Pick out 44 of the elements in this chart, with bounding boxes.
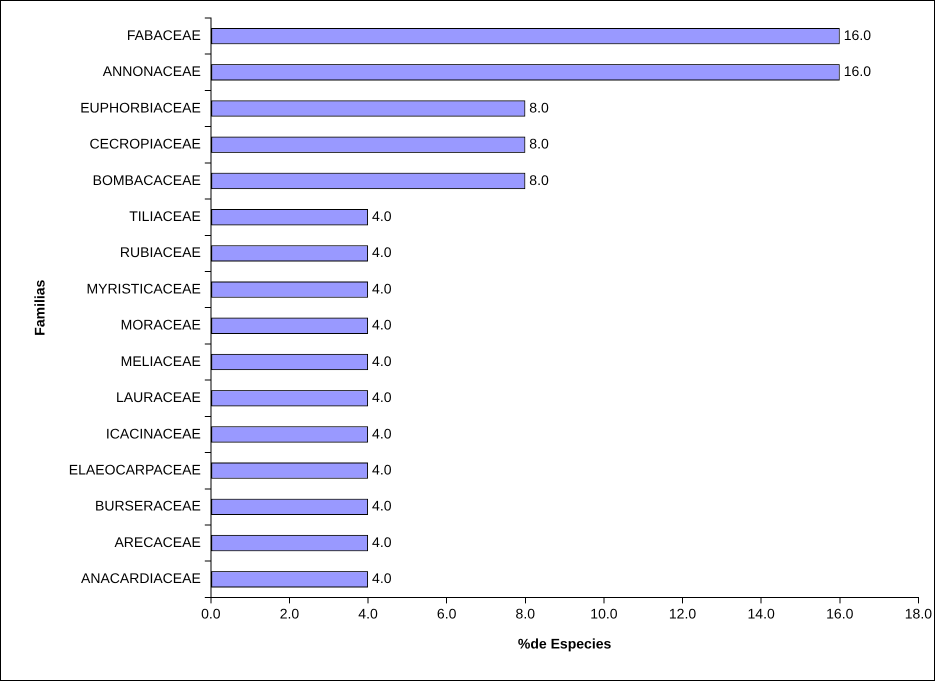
data-label: 4.0 <box>372 244 392 260</box>
y-tick-label: ANNONACEAE <box>102 63 201 80</box>
data-label: 4.0 <box>372 498 392 514</box>
y-tick-label: ANACARDIACEAE <box>80 570 201 586</box>
y-tick-label: ARECACEAE <box>114 534 201 550</box>
data-label: 4.0 <box>372 389 392 406</box>
y-tick-label: MORACEAE <box>120 316 201 333</box>
x-axis-title: %de Especies <box>518 635 612 652</box>
data-label: 4.0 <box>372 425 392 442</box>
x-tick-label: 12.0 <box>668 606 696 622</box>
y-tick-label: EUPHORBIACEAE <box>80 99 201 116</box>
x-tick-label: 6.0 <box>436 606 457 622</box>
x-tick-label: 2.0 <box>280 606 300 622</box>
y-tick-label: BOMBACACEAE <box>92 172 201 188</box>
x-tick-label: 18.0 <box>904 606 932 622</box>
y-tick-label: CECROPIACEAE <box>90 136 201 152</box>
data-label: 4.0 <box>372 316 392 333</box>
data-label: 4.0 <box>372 462 392 478</box>
y-tick-label: ELAEOCARPACEAE <box>68 462 201 478</box>
x-tick-label: 14.0 <box>748 606 775 622</box>
x-tick-label: 10.0 <box>590 606 618 622</box>
y-tick-label: ICACINACEAE <box>106 425 201 442</box>
x-tick-label: 4.0 <box>358 606 378 622</box>
y-tick-label: MELIACEAE <box>120 352 201 369</box>
x-tick-label: 0.0 <box>201 606 221 622</box>
data-label: 4.0 <box>372 208 392 224</box>
y-tick-label: MYRISTICACEAE <box>86 280 201 296</box>
data-label: 8.0 <box>529 172 549 188</box>
data-label: 4.0 <box>372 280 392 296</box>
y-tick-label: BURSERACEAE <box>94 498 201 514</box>
x-tick-label: 16.0 <box>826 606 854 622</box>
y-tick-label: TILIACEAE <box>129 208 201 224</box>
data-label: 8.0 <box>529 136 549 152</box>
data-label: 4.0 <box>372 352 392 369</box>
y-tick-label: LAURACEAE <box>116 389 201 406</box>
data-label: 4.0 <box>372 570 392 586</box>
data-label: 8.0 <box>529 99 549 116</box>
data-label: 16.0 <box>844 26 872 43</box>
data-label: 4.0 <box>372 534 392 550</box>
y-axis-title: Familias <box>31 279 48 336</box>
data-label: 16.0 <box>844 63 872 80</box>
x-tick-label: 8.0 <box>516 606 536 622</box>
y-tick-label: RUBIACEAE <box>120 244 201 260</box>
y-tick-label: FABACEAE <box>126 26 201 43</box>
